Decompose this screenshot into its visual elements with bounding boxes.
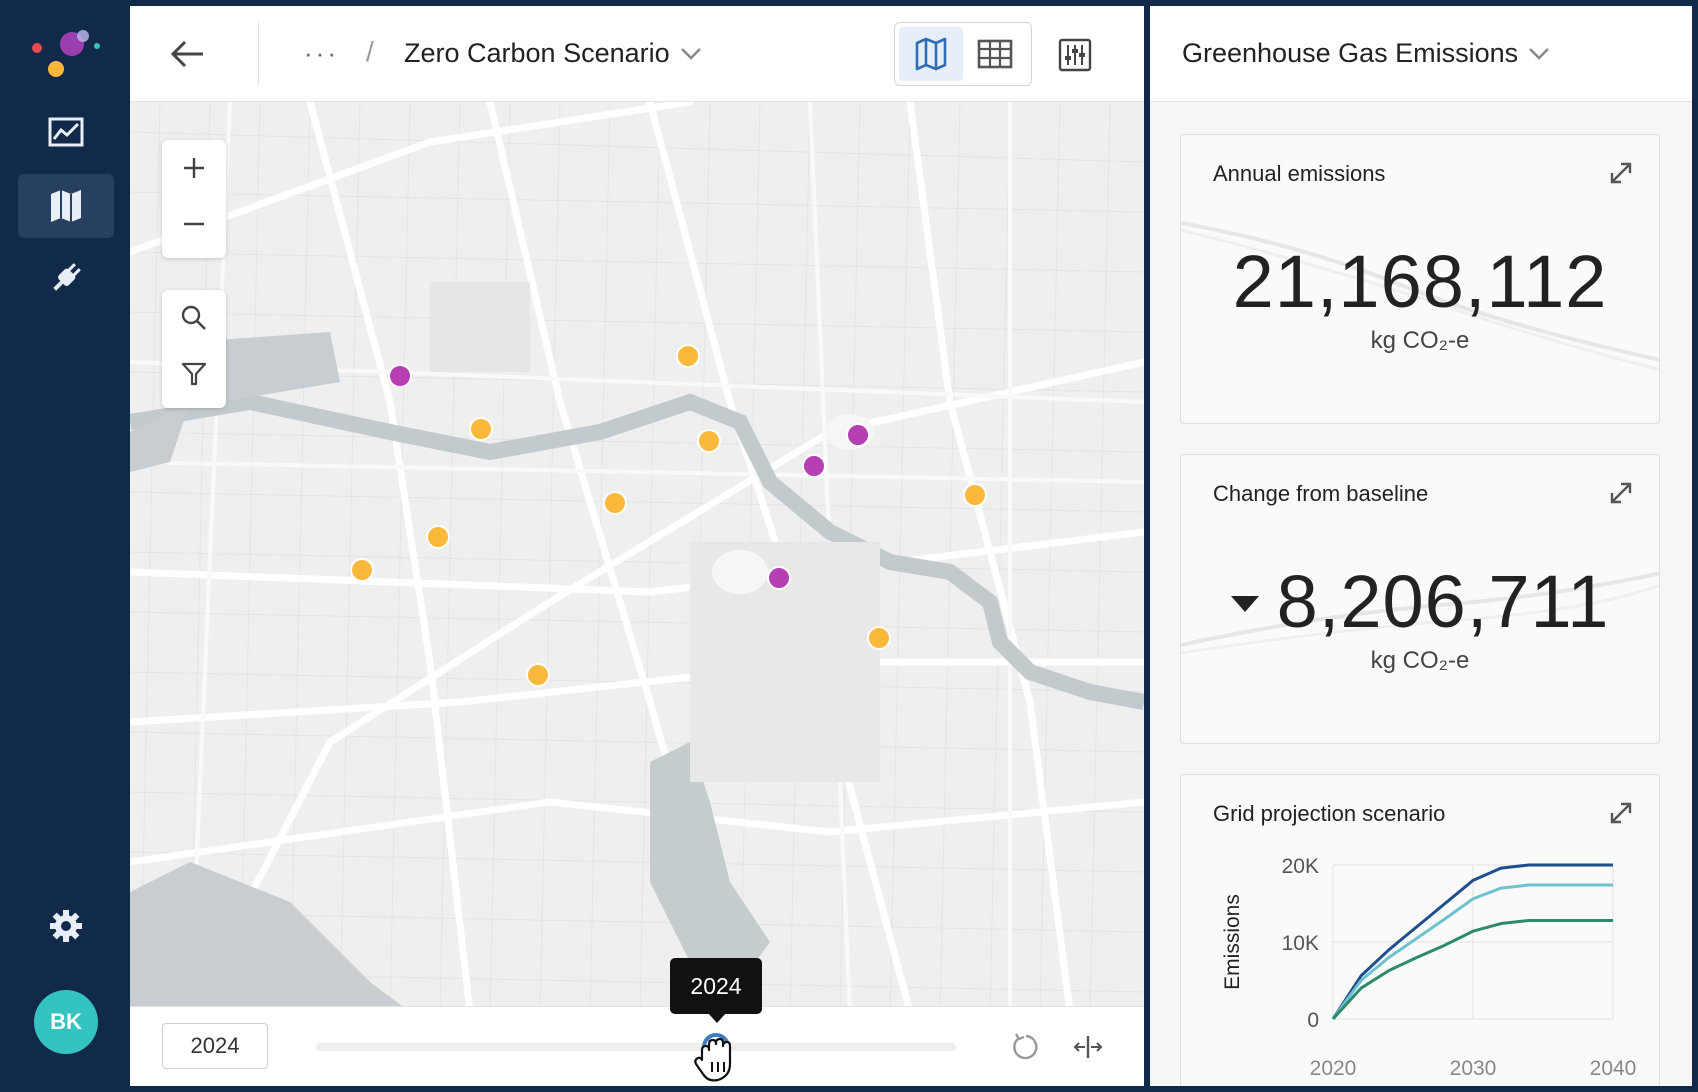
map-marker[interactable] [802,454,826,478]
zoom-control [162,140,226,258]
decrease-arrow-icon [1230,595,1259,612]
map-basemap [130,102,1144,1012]
search-icon [181,305,206,330]
compare-split-button[interactable] [1068,1027,1108,1067]
series-line [1331,863,1613,1020]
y-tick-label: 0 [1307,1009,1319,1032]
series-line [1331,918,1613,1021]
x-tick-label: 2020 [1310,1057,1357,1080]
line-chart-icon [48,117,84,147]
zoom-out-button[interactable] [162,196,226,252]
change-value-row: 8,206,711 [1181,559,1659,644]
y-tick-label: 10K [1282,932,1319,955]
map-tools [162,290,226,408]
x-tick-label: 2030 [1450,1057,1497,1080]
year-tooltip: 2024 [670,958,762,1023]
grid-projection-card: Grid projection scenario 0 10K 20K 2020 2030… [1180,774,1660,1086]
map-marker[interactable] [426,525,450,549]
change-from-baseline-unit: kg CO₂-e [1370,647,1470,674]
expand-icon[interactable] [1607,479,1635,507]
breadcrumb-more[interactable]: ··· [304,38,339,68]
chevron-down-icon [680,47,701,60]
back-button[interactable] [166,32,210,76]
reset-timeline-button[interactable] [1006,1027,1046,1067]
map-marker[interactable] [676,344,700,368]
table-view-button[interactable] [963,27,1027,81]
map-marker[interactable] [603,491,627,515]
map-search-button[interactable] [162,290,226,346]
change-from-baseline-value: 8,206,711 [1276,560,1610,643]
scenario-title: Zero Carbon Scenario [404,38,670,68]
split-arrows-icon [1073,1036,1103,1058]
toolbar-divider [258,22,259,86]
map-marker[interactable] [526,663,550,687]
map-marker[interactable] [350,558,374,582]
view-toggle [894,22,1032,86]
card-sparkline [1181,571,1659,655]
annual-emissions-unit: kg CO₂-e [1370,327,1470,354]
reset-icon [1013,1033,1038,1060]
plus-icon [184,158,204,178]
map-marker[interactable] [846,423,870,447]
card-title: Grid projection scenario [1213,801,1446,826]
x-tick-label: 2040 [1590,1057,1637,1080]
annual-emissions-value: 21,168,112 [1232,240,1608,323]
card-title: Change from baseline [1213,481,1429,506]
map-marker[interactable] [469,417,493,441]
nav-trends-button[interactable] [18,100,114,164]
expand-icon[interactable] [1607,159,1635,187]
user-avatar[interactable]: BK [34,990,98,1054]
filter-icon [181,362,207,386]
map-panel: ··· / Zero Carbon Scenario [130,6,1144,1086]
panel-header: Greenhouse Gas Emissions [1150,6,1692,102]
map-marker[interactable] [963,483,987,507]
scenario-selector[interactable]: Zero Carbon Scenario [404,38,702,69]
map-outline-icon [915,37,947,71]
year-input[interactable]: 2024 [162,1023,268,1069]
app-logo[interactable] [28,26,104,82]
sliders-icon [1058,38,1092,72]
map-marker[interactable] [767,566,791,590]
y-axis-label: Emissions [1221,894,1244,990]
chevron-down-icon [1529,47,1550,60]
series-line [1331,883,1613,1020]
nav-rail: BK [0,0,130,1092]
nav-map-button[interactable] [18,174,114,238]
table-icon [977,39,1013,69]
card-title: Annual emissions [1213,161,1386,186]
timeline-bar: 2024 [130,1006,1144,1086]
change-from-baseline-card: Change from baseline 8,206,711 kg CO₂-e [1180,454,1660,744]
card-sparkline [1181,221,1659,372]
grid-projection-chart: 0 10K 20K 2020 2030 2040 Emissions [1221,855,1637,1080]
map-filter-button[interactable] [162,346,226,402]
map-settings-button[interactable] [1052,32,1098,78]
map-marker[interactable] [867,626,891,650]
map-icon [51,190,81,222]
emissions-panel: Greenhouse Gas Emissions Annual emission… [1150,6,1692,1086]
panel-title-selector[interactable]: Greenhouse Gas Emissions [1182,38,1550,69]
grab-cursor-icon [694,1037,732,1082]
gear-icon [50,910,82,942]
zoom-in-button[interactable] [162,140,226,196]
annual-emissions-card: Annual emissions 21,168,112 kg CO₂-e [1180,134,1660,424]
plug-icon [53,263,81,291]
nav-integrations-button[interactable] [18,246,114,310]
arrow-left-icon [170,40,203,68]
map-canvas[interactable] [130,102,1144,1012]
expand-icon[interactable] [1607,799,1635,827]
map-view-button[interactable] [899,27,963,81]
map-marker[interactable] [388,364,412,388]
y-tick-label: 20K [1282,855,1319,878]
settings-button[interactable] [18,894,114,958]
panel-title: Greenhouse Gas Emissions [1182,38,1519,68]
breadcrumb-separator: / [366,36,374,67]
timeline-track[interactable] [316,1043,956,1051]
map-marker[interactable] [697,429,721,453]
map-toolbar: ··· / Zero Carbon Scenario [130,6,1144,102]
minus-icon [184,222,204,226]
